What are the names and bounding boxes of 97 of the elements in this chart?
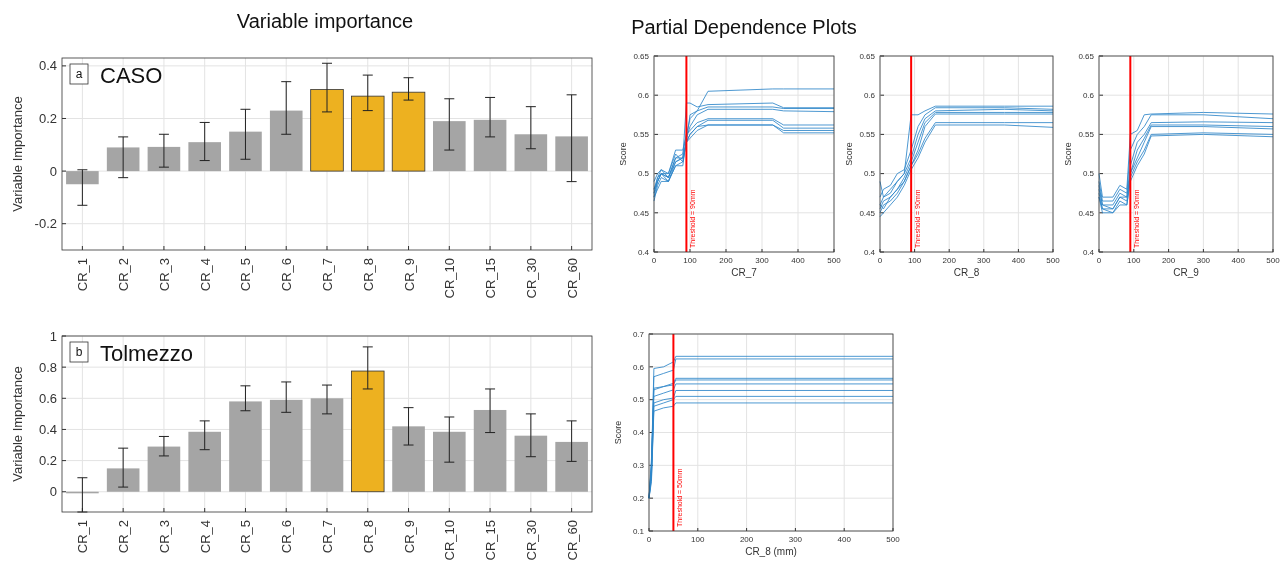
x-tick-label: CR_60: [564, 520, 580, 561]
y-axis-title: Variable Importance: [10, 96, 25, 212]
x-tick-label: 100: [907, 256, 922, 265]
x-tick-label: CR_9: [401, 258, 417, 292]
y-tick-label: 0.55: [633, 130, 650, 140]
x-tick-label: 400: [791, 256, 806, 265]
y-tick-label: 0.55: [1078, 130, 1095, 140]
x-tick-label: 200: [1161, 256, 1176, 265]
y-tick-label: 0.45: [633, 208, 650, 218]
x-tick-label: CR_7: [320, 258, 335, 292]
y-tick-label: 0: [49, 163, 57, 179]
y-tick-label: 0.4: [38, 422, 57, 437]
x-tick-label: CR_9: [401, 520, 417, 554]
x-tick-label: 200: [719, 256, 734, 265]
y-axis-title: Score: [1063, 142, 1073, 166]
y-tick-label: 0.65: [859, 51, 876, 61]
y-tick-label: 0.5: [637, 169, 650, 179]
x-tick-label: CR_30: [523, 520, 539, 561]
x-tick-label: CR_8: [360, 258, 376, 292]
y-tick-label: 0.4: [632, 428, 645, 438]
x-tick-label: 400: [837, 535, 852, 544]
y-tick-label: 0.45: [859, 208, 876, 218]
x-tick-label: CR_8: [360, 520, 376, 554]
x-tick-label: 0: [877, 256, 883, 265]
y-tick-label: 0.1: [632, 526, 645, 536]
x-tick-label: CR_3: [156, 258, 172, 292]
x-tick-label: CR_4: [197, 258, 213, 292]
y-axis-title: Score: [613, 420, 623, 445]
x-tick-label: 300: [977, 256, 992, 265]
x-tick-label: 300: [1196, 256, 1211, 265]
y-tick-label: 0.6: [38, 390, 57, 406]
x-tick-label: CR_60: [564, 258, 580, 299]
chart-title: Partial Dependence Plots: [631, 16, 857, 38]
x-tick-label: CR_1: [75, 520, 91, 554]
y-tick-label: 0.55: [859, 130, 876, 140]
x-tick-label: 500: [886, 535, 901, 544]
y-tick-label: 0.6: [1082, 91, 1095, 100]
y-axis-title: Variable Importance: [10, 366, 25, 482]
x-axis-title: CR_8 (mm): [745, 546, 797, 557]
y-tick-label: 0.65: [633, 51, 650, 61]
y-tick-label: -0.2: [34, 216, 57, 232]
y-tick-label: 0.7: [632, 329, 645, 339]
annotation: b: [75, 345, 83, 359]
y-tick-label: 0.6: [863, 91, 876, 100]
y-axis-title: Score: [844, 142, 854, 166]
y-tick-label: 1: [49, 328, 57, 344]
x-tick-label: CR_3: [156, 520, 172, 554]
x-tick-label: CR_6: [279, 258, 295, 292]
y-tick-label: 0.6: [637, 91, 650, 100]
annotation: CASO: [100, 63, 163, 88]
annotation: Tolmezzo: [100, 341, 193, 366]
y-tick-label: 0.2: [632, 493, 645, 503]
x-tick-label: 100: [691, 535, 706, 544]
x-tick-label: CR_1: [75, 258, 91, 292]
annotation: a: [75, 67, 83, 81]
x-tick-label: 200: [739, 535, 754, 544]
x-tick-label: CR_10: [442, 520, 458, 561]
x-tick-label: CR_2: [116, 258, 132, 292]
x-tick-label: 100: [1127, 256, 1142, 265]
x-tick-label: 500: [1266, 256, 1281, 265]
y-tick-label: 0.5: [1082, 169, 1095, 179]
chart-title: Variable importance: [236, 10, 414, 32]
y-tick-label: 0: [49, 484, 57, 500]
x-tick-label: 500: [827, 256, 842, 265]
x-tick-label: 300: [788, 535, 803, 544]
y-tick-label: 0.2: [38, 453, 57, 469]
x-tick-label: CR_6: [279, 520, 295, 554]
y-tick-label: 0.2: [38, 111, 57, 127]
y-tick-label: 0.4: [38, 58, 57, 74]
x-tick-label: CR_5: [238, 520, 254, 554]
y-tick-label: 0.4: [863, 247, 876, 257]
y-tick-label: 0.4: [637, 247, 650, 257]
x-tick-label: CR_7: [320, 520, 335, 554]
x-tick-label: 400: [1231, 256, 1246, 265]
y-tick-label: 0.6: [632, 362, 645, 372]
y-tick-label: 0.8: [38, 359, 57, 375]
x-tick-label: CR_15: [483, 520, 499, 561]
y-tick-label: 0.3: [632, 461, 645, 471]
x-tick-label: 0: [651, 256, 657, 265]
y-tick-label: 0.45: [1078, 208, 1095, 218]
x-tick-label: CR_4: [197, 520, 213, 554]
y-tick-label: 0.5: [863, 169, 876, 179]
x-tick-label: 400: [1011, 256, 1026, 265]
y-tick-label: 0.4: [1082, 247, 1095, 257]
x-tick-label: CR_2: [116, 520, 132, 554]
x-tick-label: 100: [683, 256, 698, 265]
y-axis-title: Score: [618, 142, 628, 166]
x-tick-label: CR_15: [483, 258, 499, 299]
x-tick-label: 500: [1046, 256, 1061, 265]
x-tick-label: 0: [1096, 256, 1102, 265]
x-tick-label: CR_5: [238, 258, 254, 292]
x-tick-label: CR_10: [442, 258, 458, 299]
y-tick-label: 0.5: [632, 395, 645, 405]
x-tick-label: 300: [755, 256, 770, 265]
x-tick-label: CR_30: [523, 258, 539, 299]
x-tick-label: 200: [942, 256, 957, 265]
y-tick-label: 0.65: [1078, 51, 1095, 61]
